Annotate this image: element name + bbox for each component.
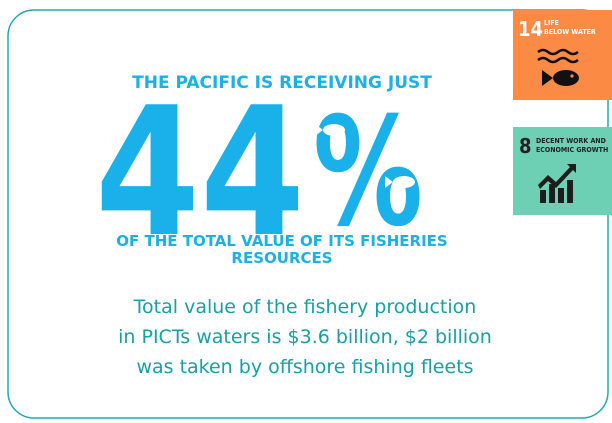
badge-label: LIFE [544, 19, 559, 27]
sdg-badge-8: 8 DECENT WORK AND ECONOMIC GROWTH [513, 127, 612, 215]
description: was taken by offshore fishing fleets [136, 356, 473, 378]
badge-label: ECONOMIC GROWTH [536, 146, 608, 154]
fish-icon [542, 70, 579, 86]
badge-number: 8 [519, 134, 532, 158]
headline-bottom: OF THE TOTAL VALUE OF ITS FISHERIES [116, 232, 447, 250]
headline-bottom: RESOURCES [231, 249, 332, 267]
description: Total value of the fishery production [133, 296, 477, 318]
sdg-badge-14: 14 LIFE BELOW WATER [513, 10, 612, 100]
badge-label: DECENT WORK AND [536, 137, 606, 145]
headline-figure: 44 [95, 69, 305, 276]
fish-icons [315, 124, 415, 188]
waves-icon [537, 48, 579, 64]
headline-top: THE PACIFIC IS RECEIVING JUST [132, 73, 432, 93]
headline-unit: % [313, 86, 423, 260]
badge-number: 14 [518, 17, 543, 41]
description: in PICTs waters is $3.6 billion, $2 bill… [118, 326, 492, 348]
growth-icon [538, 164, 576, 203]
badge-label: BELOW WATER [544, 28, 596, 36]
